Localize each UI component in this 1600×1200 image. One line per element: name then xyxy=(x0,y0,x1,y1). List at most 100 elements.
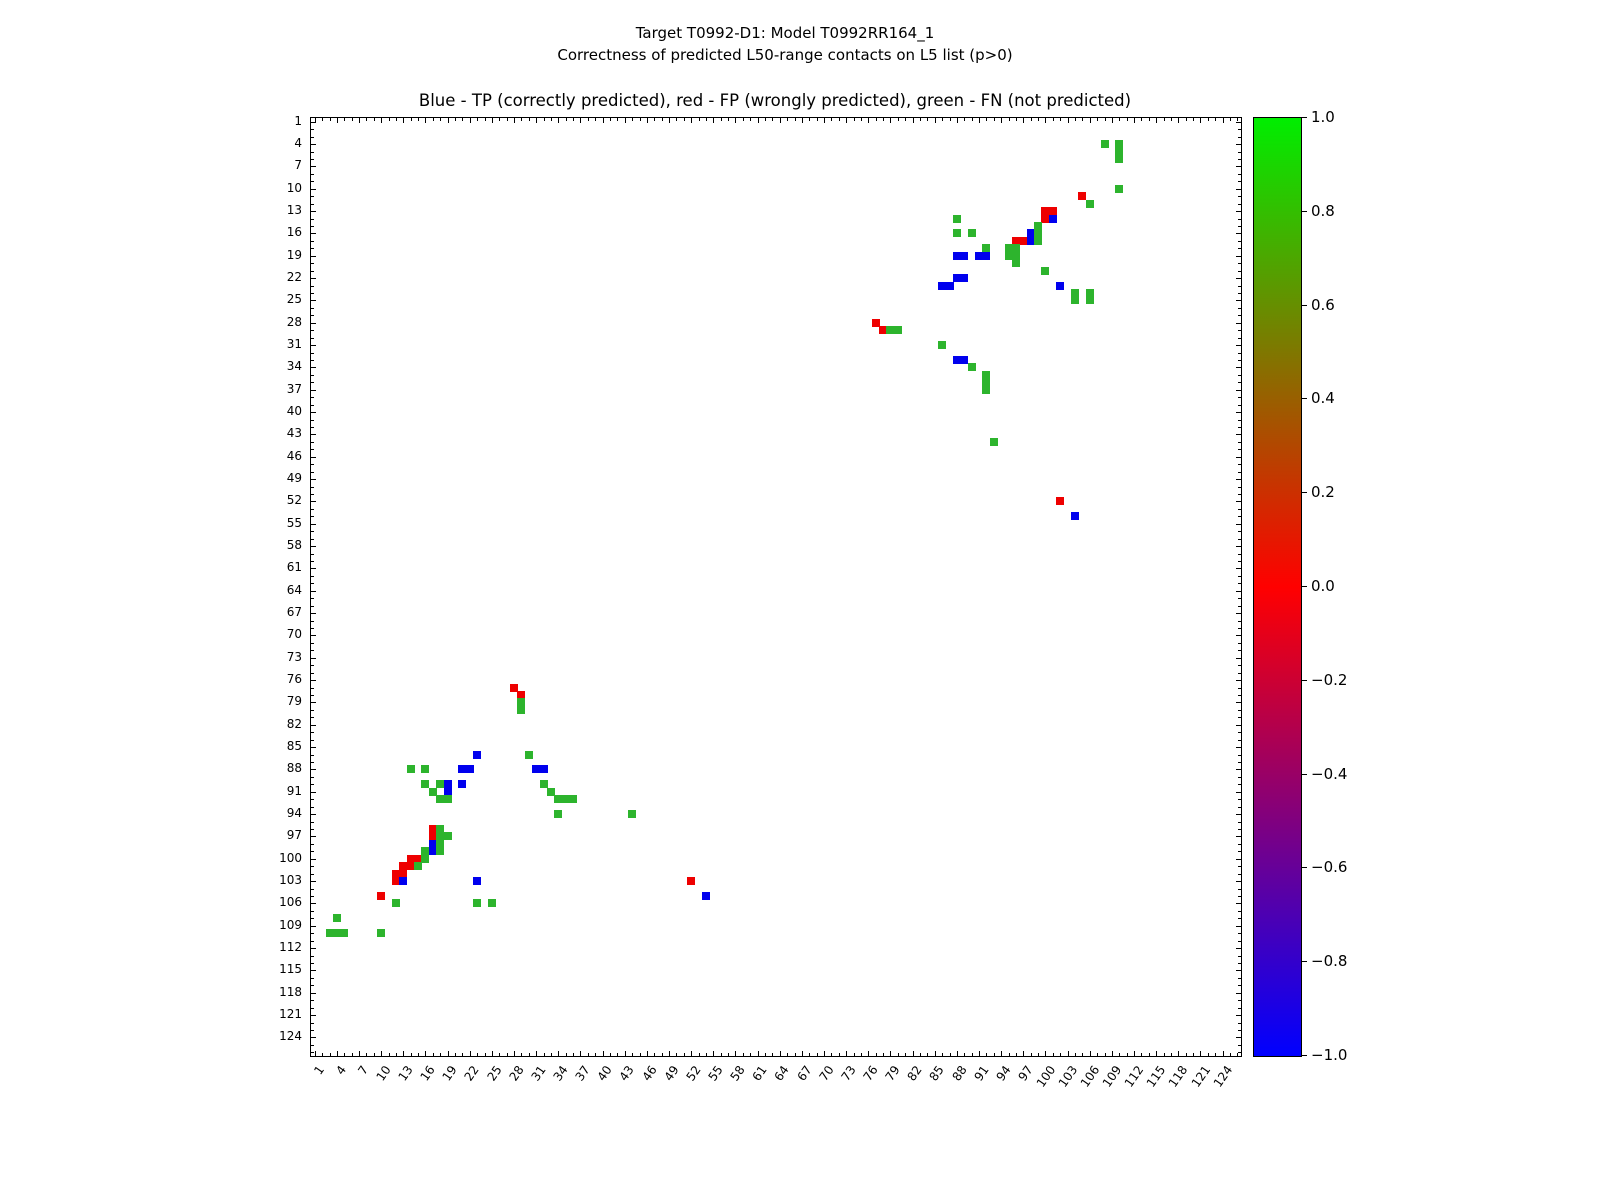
x-tick-bottom xyxy=(528,1053,530,1056)
x-tick-top xyxy=(410,118,412,121)
x-tick-label: 67 xyxy=(794,1063,815,1084)
contact-point-fn xyxy=(436,780,445,789)
contact-point-fn xyxy=(1070,288,1079,297)
y-tick-right xyxy=(1238,382,1241,384)
y-tick-left xyxy=(311,419,314,421)
y-tick-label: 37 xyxy=(286,381,302,396)
x-tick-bottom xyxy=(735,1051,737,1056)
y-tick-right xyxy=(1236,1015,1241,1017)
contact-point-fn xyxy=(391,899,400,908)
x-tick-bottom xyxy=(816,1053,818,1056)
y-tick-label: 49 xyxy=(286,471,302,486)
contact-point-tp xyxy=(458,780,467,789)
x-tick-bottom xyxy=(942,1053,944,1056)
y-tick-label: 52 xyxy=(286,493,302,508)
contact-point-fp xyxy=(391,869,400,878)
contact-point-fn xyxy=(1100,140,1109,149)
x-tick-label: 22 xyxy=(461,1063,483,1084)
y-tick-left xyxy=(311,292,314,294)
y-tick-left xyxy=(311,367,316,369)
contact-point-fp xyxy=(377,891,386,900)
y-tick-right xyxy=(1238,136,1241,138)
y-tick-left xyxy=(311,1029,314,1031)
x-tick-bottom xyxy=(705,1053,707,1056)
x-tick-label: 40 xyxy=(594,1063,616,1084)
contact-point-fn xyxy=(1115,184,1124,193)
contact-point-fp xyxy=(1041,214,1050,223)
x-tick-bottom xyxy=(824,1051,825,1056)
y-tick-left xyxy=(311,955,314,957)
y-tick-right xyxy=(1238,888,1241,890)
y-tick-right xyxy=(1238,873,1241,875)
y-tick-right xyxy=(1236,836,1241,838)
x-tick-label: 85 xyxy=(926,1063,948,1084)
y-tick-right xyxy=(1238,709,1241,711)
y-tick-left xyxy=(311,836,316,838)
x-tick-bottom xyxy=(1215,1053,1217,1056)
contact-point-fn xyxy=(443,832,452,841)
x-tick-top xyxy=(757,118,759,123)
contact-point-tp xyxy=(701,891,710,900)
contact-point-tp xyxy=(960,355,969,364)
x-tick-bottom xyxy=(993,1053,995,1056)
x-tick-bottom xyxy=(728,1053,729,1056)
y-tick-right xyxy=(1238,493,1241,495)
y-tick-right xyxy=(1238,806,1241,808)
y-tick-left xyxy=(311,806,314,808)
x-tick-top xyxy=(425,118,427,123)
contact-point-fp xyxy=(510,683,518,692)
y-tick-right xyxy=(1238,955,1241,957)
x-tick-bottom xyxy=(1097,1053,1099,1056)
y-tick-right xyxy=(1238,933,1241,935)
x-tick-top xyxy=(1030,118,1032,121)
y-tick-left xyxy=(311,657,316,659)
y-tick-right xyxy=(1238,1052,1241,1054)
y-tick-left xyxy=(311,866,314,868)
x-tick-top xyxy=(344,118,346,121)
x-tick-top xyxy=(639,118,641,121)
x-tick-bottom xyxy=(484,1053,486,1056)
contact-point-tp xyxy=(1056,281,1065,290)
x-tick-top xyxy=(602,118,604,123)
y-tick-right xyxy=(1236,144,1241,146)
x-tick-label: 55 xyxy=(705,1063,726,1084)
y-tick-left xyxy=(311,613,316,615)
y-tick-right xyxy=(1236,769,1241,771)
y-tick-right xyxy=(1236,166,1241,168)
y-tick-right xyxy=(1238,307,1241,309)
contact-point-fp xyxy=(406,854,415,863)
y-tick-left xyxy=(311,531,314,533)
y-tick-right xyxy=(1236,903,1241,905)
y-tick-label: 91 xyxy=(286,783,302,798)
y-tick-right xyxy=(1238,292,1241,294)
x-tick-bottom xyxy=(1207,1053,1209,1056)
x-tick-top xyxy=(366,118,368,121)
x-tick-bottom xyxy=(787,1053,789,1056)
y-tick-left xyxy=(311,583,314,585)
contact-point-fp xyxy=(428,824,437,833)
contact-point-fn xyxy=(628,810,637,819)
y-tick-left xyxy=(311,881,316,883)
x-tick-label: 121 xyxy=(1188,1063,1213,1090)
y-tick-left xyxy=(311,389,316,391)
y-tick-right xyxy=(1236,501,1241,503)
y-tick-left xyxy=(311,680,316,682)
y-tick-left xyxy=(311,754,314,756)
x-tick-bottom xyxy=(558,1051,560,1056)
y-tick-right xyxy=(1238,315,1241,317)
y-tick-label: 43 xyxy=(286,426,302,441)
x-tick-bottom xyxy=(418,1053,419,1056)
x-tick-top xyxy=(883,118,884,121)
x-tick-top xyxy=(927,118,929,121)
contact-point-tp xyxy=(443,780,452,789)
colorbar-tick-label: 0.6 xyxy=(1311,295,1335,314)
x-tick-top xyxy=(1126,118,1128,121)
y-tick-right xyxy=(1236,635,1241,637)
x-tick-bottom xyxy=(373,1053,375,1056)
contact-point-fn xyxy=(893,326,902,335)
y-tick-left xyxy=(311,538,314,540)
y-tick-right xyxy=(1236,657,1241,659)
x-tick-bottom xyxy=(1082,1053,1084,1056)
y-tick-label: 73 xyxy=(286,649,302,664)
x-tick-label: 16 xyxy=(417,1063,438,1084)
